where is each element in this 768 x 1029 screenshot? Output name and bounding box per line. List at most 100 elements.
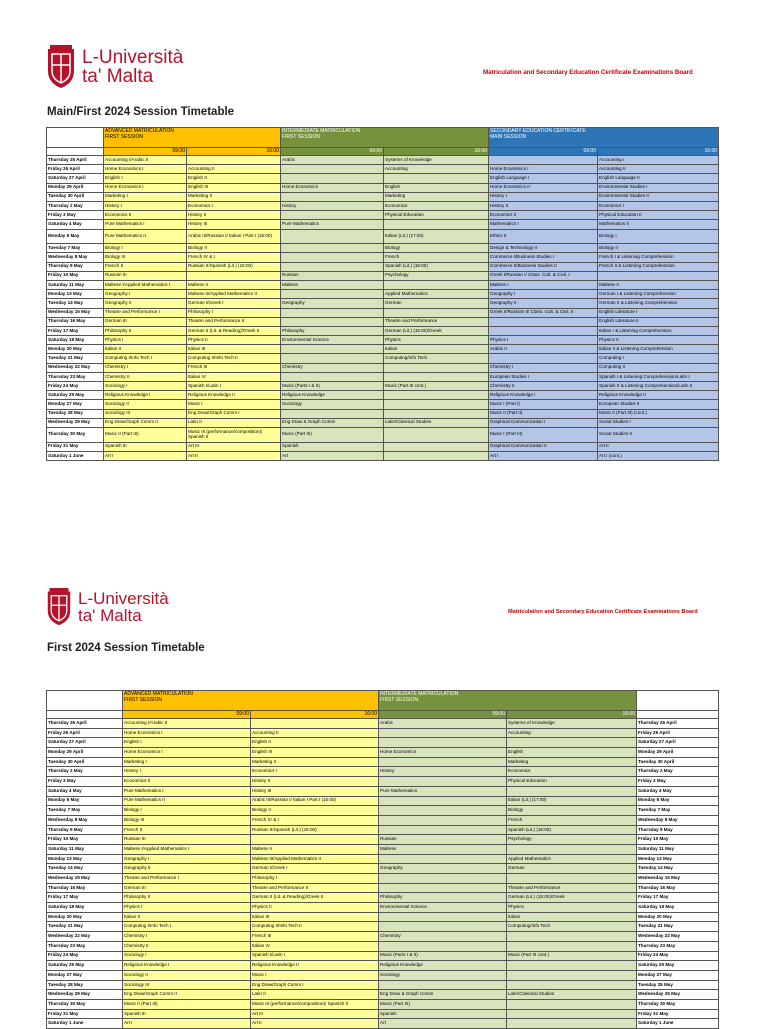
subject-cell (378, 911, 507, 923)
exam-row: Thursday 30 May Music II (Part III) Music … (46, 426, 720, 443)
date-cell: Saturday 11 May (636, 843, 719, 855)
subject-cell: Spanish III (122, 1008, 251, 1020)
subject-cell (250, 834, 379, 845)
subject-cell (378, 921, 507, 933)
date-cell: Saturday 25 May (46, 960, 123, 971)
subject-cell: Physics I (488, 335, 598, 346)
subject-cell: Latin/Classical Studies (506, 989, 637, 1000)
group-session: FIRST SESSION (282, 134, 320, 140)
date-cell: Saturday 27 April (46, 173, 104, 184)
subject-cell: Chemistry II (122, 940, 251, 952)
subject-cell (383, 408, 489, 419)
subject-cell: Accounting II (250, 727, 379, 739)
subject-cell: Russian II/Spanish (Lit.) (15:00) (250, 824, 379, 836)
subject-cell: Sociology II (122, 969, 251, 981)
subject-cell: Russian (280, 270, 384, 281)
subject-cell: Maltese II (250, 843, 379, 855)
date-cell: Monday 13 May (46, 289, 104, 300)
subject-cell: Arabic II (488, 344, 598, 355)
subject-cell: Marketing II (186, 191, 281, 202)
exam-row: Tuesday 30 April Marketing I Marketing II M… (46, 756, 719, 768)
subject-cell: Physics II (596, 335, 720, 346)
group-header: INTERMEDIATE MATRICULATION FIRST SESSION (378, 690, 637, 711)
subject-cell (383, 450, 489, 462)
date-cell: Wednesday 22 May (46, 931, 123, 942)
date-cell: Thursday 23 May (46, 371, 104, 383)
subject-cell: Eng Draw & Graph Comm (280, 417, 384, 428)
subject-cell: Physics (383, 335, 489, 346)
subject-cell: Biology I (103, 243, 187, 254)
time-cell: 09:00 (378, 710, 507, 719)
subject-cell: Social Studies I (596, 417, 720, 428)
subject-cell: French III (250, 931, 379, 942)
subject-cell: Geography (378, 863, 507, 874)
exam-row: Saturday 18 May Physics I Physics II Enviro… (46, 902, 719, 913)
exam-row: Friday 17 May Philosophy II German II (Lit… (46, 892, 719, 904)
exam-row: Wednesday 15 May Theatre and Performance … (46, 307, 720, 318)
subject-cell (506, 998, 637, 1010)
subject-cell: Chemistry (378, 931, 507, 942)
subject-cell: Italian II (122, 911, 251, 923)
subject-cell: Maltese (280, 279, 384, 291)
exam-row: Thursday 9 May French II Russian II/Spanis… (46, 824, 719, 836)
subject-cell: Marketing II (250, 756, 379, 768)
subject-cell: Theatre and Performance II (186, 316, 281, 327)
subject-cell: Philosophy II (103, 325, 187, 337)
date-cell: Tuesday 14 May (636, 863, 719, 874)
date-cell: Monday 6 May (636, 795, 719, 807)
subject-cell (506, 979, 637, 991)
subject-cell: Religious Knowledge I (122, 960, 251, 971)
subject-cell: Home Economics (280, 182, 384, 193)
subject-cell: Home Economics I (103, 182, 187, 193)
subject-cell: Greek I/Russian I/ Class. Cult. & Civil.… (488, 270, 598, 281)
date-cell: Monday 29 April (46, 747, 123, 758)
subject-cell: Arabic III/Russian I/ Italian I Part I (… (186, 228, 281, 245)
date-cell: Monday 27 May (46, 969, 123, 981)
subject-cell: Italian IV (250, 940, 379, 952)
date-cell: Friday 10 May (46, 270, 104, 281)
subject-cell: Computing I/Info Tech I (103, 353, 187, 364)
subject-cell: European Studies II (596, 399, 720, 410)
subject-cell: History I (122, 766, 251, 778)
subject-cell (280, 228, 384, 245)
subject-cell: Art II (596, 441, 720, 452)
date-cell: Wednesday 29 May (46, 417, 104, 428)
date-cell: Saturday 1 June (46, 450, 104, 462)
date-cell: Thursday 25 April (636, 718, 719, 729)
subject-cell: Environmental Studies II (596, 191, 720, 202)
subject-cell: Music II (Part III) (122, 998, 251, 1010)
subject-cell: Maltese I/Applied Mathematics I (122, 843, 251, 855)
date-cell: Tuesday 30 April (46, 191, 104, 202)
subject-cell: Computing II/Info Tech II (250, 921, 379, 933)
date-cell: Thursday 16 May (46, 882, 123, 894)
exam-row: Thursday 30 May Music II (Part III) Music … (46, 998, 719, 1010)
subject-cell: Arabic III/Russian I/ Italian I Part I (… (250, 795, 379, 807)
date-cell: Friday 3 May (46, 776, 123, 787)
subject-cell: Philosophy I (250, 873, 379, 884)
subject-cell (280, 316, 384, 327)
subject-cell: English Language I (488, 173, 598, 184)
exam-row: Wednesday 29 May Eng Draw/Graph Comm II La… (46, 989, 719, 1000)
subject-cell: Spanish II & Listening Comprehension/Lat… (596, 381, 720, 392)
subject-cell (280, 210, 384, 221)
exam-row: Monday 6 May Pure Mathematics II Arabic II… (46, 228, 720, 245)
subject-cell: Commerce I/Business Studies I (488, 252, 598, 263)
date-cell: Friday 31 May (46, 441, 104, 452)
subject-cell: German I/Greek I (186, 298, 281, 309)
subject-cell (596, 270, 720, 281)
exam-row: Tuesday 7 May Biology I Biology II Biology D… (46, 243, 720, 254)
subject-cell: English III (250, 747, 379, 758)
date-cell: Monday 6 May (46, 795, 123, 807)
date-cell: Saturday 11 May (46, 279, 104, 291)
subject-cell: Italian IV (186, 371, 281, 383)
date-cell: Thursday 30 May (636, 998, 719, 1010)
subject-cell: Religious Knowledge (378, 960, 507, 971)
subject-cell: Biology III (122, 814, 251, 826)
subject-cell: French (383, 252, 489, 263)
date-cell: Monday 20 May (636, 911, 719, 923)
subject-cell (280, 173, 384, 184)
date-cell: Wednesday 29 May (636, 989, 719, 1000)
time-cell: 16:00 (596, 147, 720, 156)
subject-cell (383, 173, 489, 184)
